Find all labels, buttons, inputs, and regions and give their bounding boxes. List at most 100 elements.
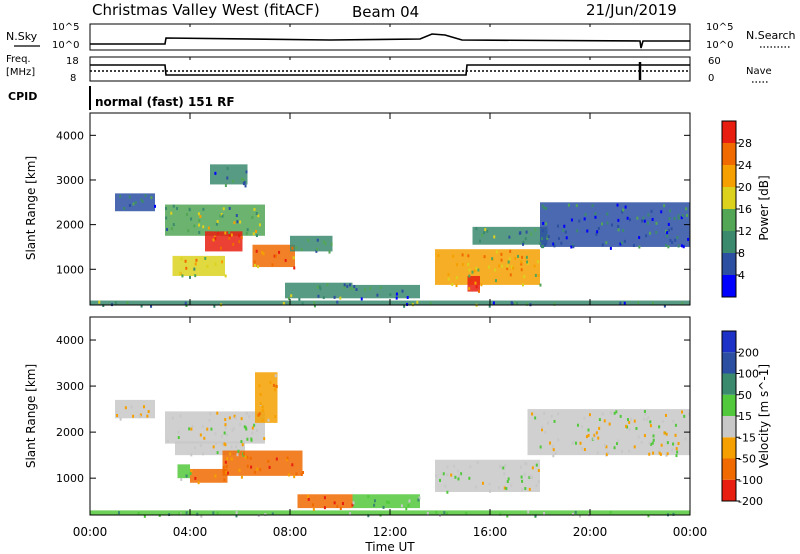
colorbar-swatch	[722, 187, 736, 209]
velocity-echo-cell	[649, 424, 652, 428]
power-echo-cell	[271, 263, 274, 267]
power-echo-cell	[542, 245, 545, 249]
velocity-echo-cell	[405, 507, 408, 511]
power-echo-cell	[301, 301, 304, 305]
power-echo-cell	[575, 204, 578, 208]
velocity-echo-cell	[551, 444, 554, 448]
velocity-echo-cell	[594, 432, 597, 436]
power-echo-cell	[509, 273, 512, 277]
power-echo-cell	[328, 250, 331, 254]
freq-label: Freq.	[6, 54, 31, 65]
velocity-echo-cell	[323, 496, 326, 500]
velocity-echo-cell	[629, 417, 632, 421]
x-tick-label: 00:00	[673, 525, 708, 539]
velocity-echo-cell	[468, 476, 471, 480]
velocity-echo-cell	[613, 411, 616, 415]
power-echo-cell	[545, 207, 548, 211]
velocity-echo-cell	[608, 422, 611, 426]
noise-tick-left-high: 10^5	[52, 22, 79, 33]
power-echo-cell	[326, 283, 329, 287]
power-echo-cell	[255, 234, 258, 238]
velocity-echo-cell	[578, 514, 581, 518]
power-echo-cell	[606, 212, 609, 216]
velocity-echo-cell	[250, 465, 253, 469]
velocity-echo-cell	[643, 434, 646, 438]
velocity-echo-cell	[257, 413, 260, 417]
power-echo-cell	[620, 241, 623, 245]
velocity-echo-cell	[541, 425, 544, 429]
velocity-echo-cell	[598, 426, 601, 430]
velocity-echo-cell	[240, 440, 243, 444]
power-echo-cell	[480, 283, 483, 287]
velocity-echo-cell	[142, 405, 145, 409]
velocity-echo-cell	[619, 414, 622, 418]
power-echo-cell	[545, 222, 548, 226]
power-echo-cell	[126, 300, 129, 304]
power-echo-cell	[194, 262, 197, 266]
power-echo-cell	[553, 244, 556, 248]
power-echo-cell	[317, 294, 320, 298]
power-echo-cell	[508, 257, 511, 261]
power-echo-cell	[150, 304, 153, 308]
velocity-echo-cell	[598, 418, 601, 422]
velocity-echo-cell	[593, 433, 596, 437]
power-echo-cell	[240, 177, 243, 181]
velocity-echo-cell	[457, 469, 460, 473]
power-echo-cell	[541, 237, 544, 241]
velocity-echo-cell	[531, 412, 534, 416]
velocity-echo-cell	[367, 495, 370, 499]
power-echo-cell	[522, 240, 525, 244]
power-echo-cell	[349, 287, 352, 291]
power-echo-cell	[681, 214, 684, 218]
power-echo-cell	[552, 242, 555, 246]
velocity-echo-cell	[124, 406, 127, 410]
power-echo-cell	[522, 242, 525, 246]
power-echo-cell	[352, 287, 355, 291]
power-echo-cell	[313, 304, 316, 308]
power-echo-cell	[178, 271, 181, 275]
power-echo-cell	[242, 179, 245, 183]
velocity-echo-cell	[180, 477, 183, 481]
velocity-echo-cell	[671, 448, 674, 452]
velocity-echo-cell	[295, 472, 298, 476]
velocity-echo-cell	[633, 419, 636, 423]
power-echo-cell	[165, 216, 168, 220]
power-echo-cell	[315, 249, 318, 253]
power-echo-cell	[313, 300, 316, 304]
power-echo-cell	[643, 219, 646, 223]
velocity-echo-cell	[253, 423, 256, 427]
x-tick-label: 16:00	[473, 525, 508, 539]
power-echo-cell	[214, 262, 217, 266]
power-echo-cell	[324, 242, 327, 246]
velocity-echo-cell	[220, 435, 223, 439]
power-echo-cell	[213, 304, 216, 308]
power-echo-cell	[492, 301, 495, 305]
colorbar-swatch	[722, 121, 736, 143]
velocity-echo-cell	[312, 507, 315, 511]
power-echo-cell	[316, 247, 319, 251]
power-echo-cell	[253, 260, 256, 264]
power-echo-cell	[295, 246, 298, 250]
colorbar-tick-label: 12	[738, 225, 752, 238]
velocity-echo-cell	[237, 449, 240, 453]
velocity-echo-cell	[609, 411, 612, 415]
velocity-echo-cell	[574, 510, 577, 514]
power-echo-cell	[512, 266, 515, 270]
velocity-echo-cell	[628, 427, 631, 431]
velocity-echo-cell	[212, 511, 215, 515]
velocity-echo-cell	[246, 464, 249, 468]
velocity-echo-cell	[503, 472, 506, 476]
y-tick-label: 4000	[56, 129, 84, 142]
velocity-echo-cell	[250, 438, 253, 442]
velocity-echo-cell	[245, 411, 248, 415]
power-echo-cell	[479, 239, 482, 243]
power-echo-cell	[172, 204, 175, 208]
velocity-echo-cell	[507, 477, 510, 481]
velocity-echo-cell	[230, 457, 233, 461]
power-echo-cell	[316, 285, 319, 289]
velocity-echo-cell	[469, 465, 472, 469]
velocity-echo-cell	[351, 503, 354, 507]
power-echo-cell	[307, 239, 310, 243]
power-echo-cell	[595, 232, 598, 236]
velocity-echo-cell	[341, 502, 344, 506]
